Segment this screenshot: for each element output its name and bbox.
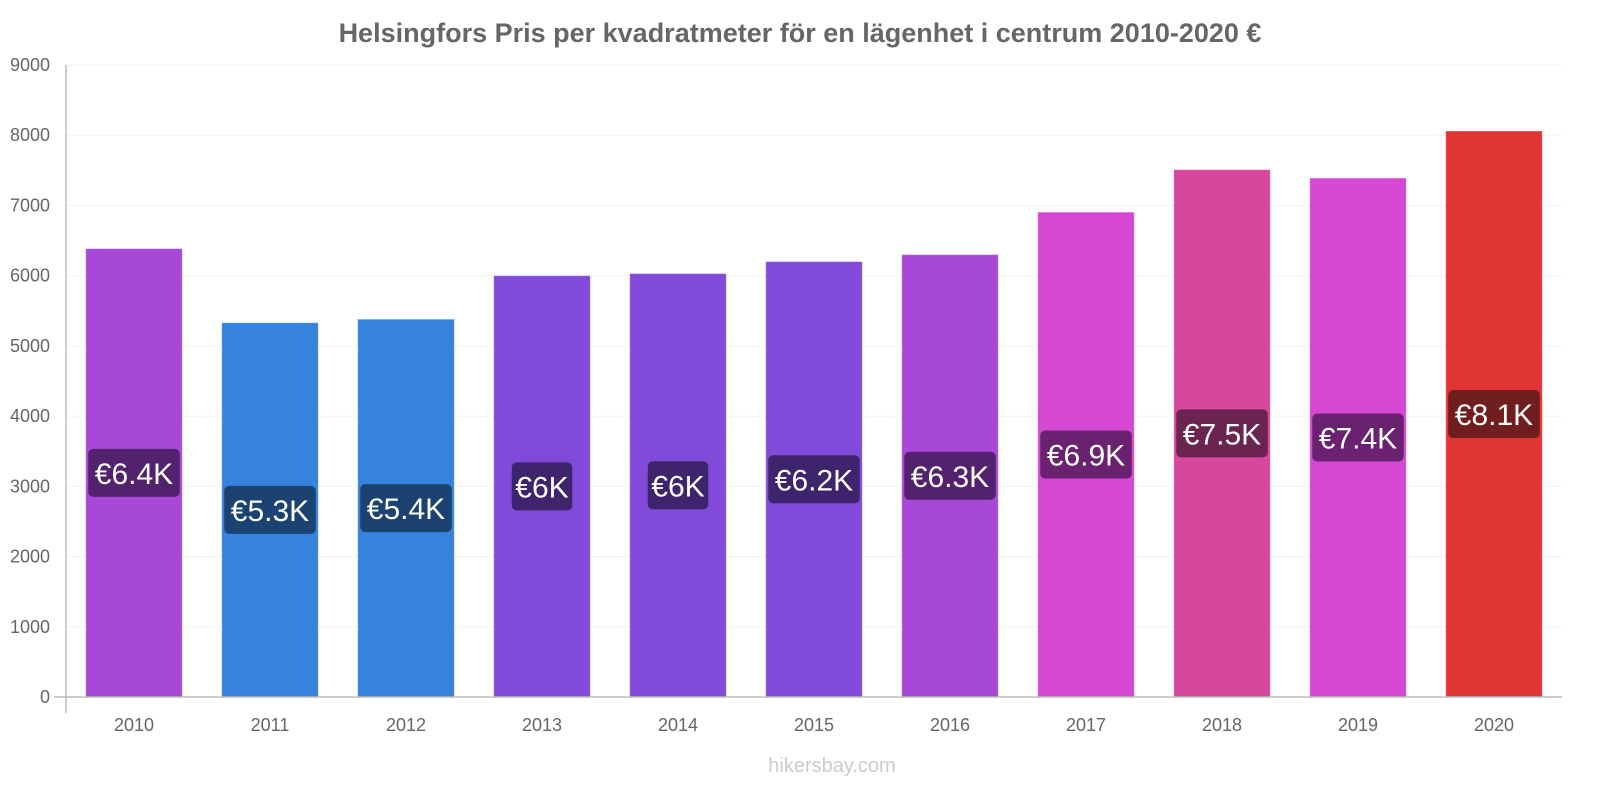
y-tick-label: 4000 [10, 406, 50, 426]
data-label-box [1176, 409, 1268, 458]
data-label: €6.9K [1047, 440, 1125, 473]
x-axis: 2010 2011 2012 2013 2014 2015 2016 2017 2018 2019… [66, 696, 1562, 735]
y-tick-label: 0 [40, 687, 50, 707]
data-label-box [1312, 413, 1404, 462]
x-tick-label: 2012 [386, 715, 426, 735]
data-label-box [224, 485, 316, 534]
y-tick-label: 2000 [10, 547, 50, 567]
x-tick-label: 2010 [114, 715, 154, 735]
data-label-box [88, 448, 180, 497]
data-label: €5.3K [231, 495, 309, 528]
data-label-box [647, 461, 709, 510]
x-tick-label: 2018 [1202, 715, 1242, 735]
x-tick-label: 2015 [794, 715, 834, 735]
y-axis: 0 1000 2000 3000 4000 5000 6000 7000 8000 9000 [10, 55, 67, 713]
y-tick-label: 1000 [10, 617, 50, 637]
data-label: €7.4K [1319, 423, 1397, 456]
data-label: €6K [651, 470, 704, 503]
data-label: €6.4K [95, 458, 173, 491]
x-tick-label: 2017 [1066, 715, 1106, 735]
data-label-box [360, 484, 452, 533]
data-labels: €6.4K €5.3K €5.4K €6K €6K €6.2K €6.3K €6.9K €7.5… [88, 390, 1540, 534]
data-label: €7.5K [1183, 418, 1261, 451]
x-tick-label: 2020 [1474, 715, 1514, 735]
watermark: hikersbay.com [768, 755, 895, 777]
data-label: €6K [515, 471, 568, 504]
data-label: €6.3K [911, 461, 989, 494]
x-tick-label: 2019 [1338, 715, 1378, 735]
data-label: €8.1K [1455, 399, 1533, 432]
data-label-box [1448, 390, 1540, 439]
chart-title: Helsingfors Pris per kvadratmeter för en… [339, 18, 1262, 48]
x-tick-label: 2011 [251, 715, 290, 735]
y-tick-label: 5000 [10, 336, 50, 356]
data-label: €5.4K [367, 493, 445, 526]
y-tick-label: 8000 [10, 125, 50, 145]
y-tick-label: 3000 [10, 476, 50, 496]
data-label-box [768, 455, 860, 504]
x-tick-label: 2014 [658, 715, 698, 735]
y-tick-label: 9000 [10, 55, 50, 75]
data-label-box [511, 462, 573, 511]
x-tick-label: 2016 [930, 715, 970, 735]
data-label-box [904, 451, 996, 500]
data-label: €6.2K [775, 464, 853, 497]
y-tick-label: 7000 [10, 195, 50, 215]
data-label-box [1040, 430, 1132, 479]
y-tick-label: 6000 [10, 266, 50, 286]
x-tick-label: 2013 [522, 715, 562, 735]
